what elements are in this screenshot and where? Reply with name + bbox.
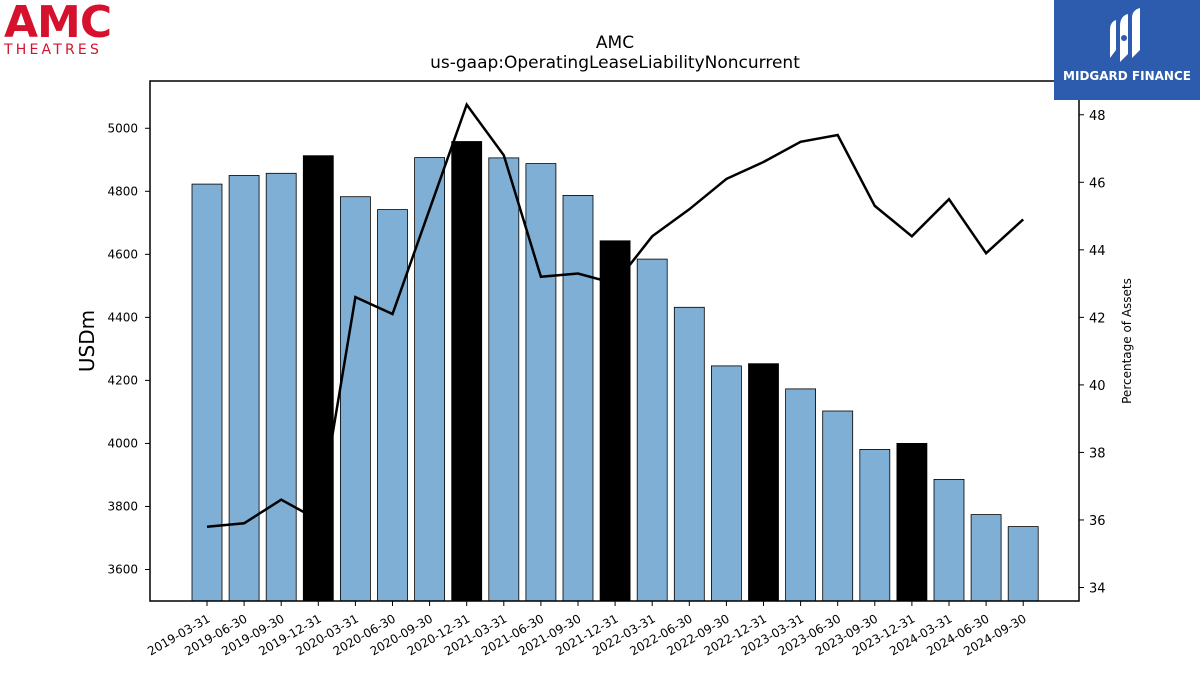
y-tick-label: 3800 bbox=[107, 499, 138, 513]
bar-2019-03-31 bbox=[191, 183, 223, 602]
chart-subtitle: us-gaap:OperatingLeaseLiabilityNoncurren… bbox=[430, 53, 800, 73]
midgard-mark-icon bbox=[1110, 8, 1140, 62]
bar-2022-03-31 bbox=[636, 258, 668, 602]
bar-2022-06-30 bbox=[673, 306, 705, 602]
y2-axis-label: Percentage of Assets bbox=[1120, 278, 1134, 404]
bar-2022-09-30 bbox=[711, 365, 742, 602]
y2-tick-label: 44 bbox=[1089, 244, 1106, 259]
y-axis-label: USDm bbox=[75, 310, 99, 372]
y2-tick-label: 36 bbox=[1089, 514, 1106, 529]
midgard-logo-text: MIDGARD FINANCE bbox=[1063, 69, 1191, 83]
y2-tick-label: 34 bbox=[1089, 581, 1106, 596]
y-axis: 3600 3800 4000 4200 4400 4600 4800 5000 bbox=[107, 121, 150, 576]
bar-2022-12-31 bbox=[748, 363, 779, 602]
y2-tick-label: 42 bbox=[1089, 311, 1106, 326]
y-tick-label: 4600 bbox=[107, 247, 138, 261]
y-tick-label: 4400 bbox=[107, 310, 138, 324]
bar-2021-12-31 bbox=[599, 240, 631, 602]
bar-2019-06-30 bbox=[228, 175, 260, 602]
bar-2021-09-30 bbox=[562, 194, 594, 602]
bar-2024-06-30 bbox=[970, 514, 1002, 602]
bar-2020-12-31 bbox=[451, 141, 483, 602]
bar-2021-03-31 bbox=[488, 157, 520, 602]
plot-frame bbox=[149, 80, 1080, 602]
bar-group bbox=[191, 141, 1039, 602]
x-axis: 2019-03-312019-06-302019-09-302019-12-31… bbox=[145, 601, 1029, 658]
bar-2020-09-30 bbox=[414, 157, 446, 602]
bar-2023-06-30 bbox=[822, 410, 854, 602]
y-tick-label: 3600 bbox=[107, 562, 138, 576]
bar-2024-03-31 bbox=[933, 478, 965, 602]
bar-2020-03-31 bbox=[339, 196, 371, 602]
chart-title: AMC bbox=[596, 33, 634, 53]
y-tick-label: 4000 bbox=[107, 436, 138, 450]
bar-2024-09-30 bbox=[1007, 526, 1039, 602]
amc-logo-text: AMC bbox=[4, 0, 112, 48]
bar-2023-09-30 bbox=[859, 448, 891, 602]
y-tick-label: 4200 bbox=[107, 373, 138, 387]
y2-tick-label: 46 bbox=[1089, 176, 1106, 191]
y2-tick-label: 48 bbox=[1089, 109, 1106, 124]
y2-tick-label: 40 bbox=[1089, 379, 1106, 394]
amc-theatres-logo: AMC THEATRES bbox=[4, 0, 134, 59]
y-tick-label: 4800 bbox=[107, 184, 138, 198]
bar-2021-06-30 bbox=[525, 163, 557, 602]
bar-2019-12-31 bbox=[302, 155, 334, 602]
bar-2023-12-31 bbox=[896, 442, 928, 602]
amc-logo-subtext: THEATRES bbox=[4, 42, 103, 58]
y2-tick-label: 38 bbox=[1089, 446, 1106, 461]
midgard-finance-logo: MIDGARD FINANCE bbox=[1054, 0, 1200, 100]
y2-axis: 34 36 38 40 42 44 46 48 bbox=[1079, 109, 1106, 596]
y-tick-label: 5000 bbox=[107, 121, 138, 135]
bar-2019-09-30 bbox=[265, 172, 297, 602]
line-series-percentage-of-assets bbox=[206, 101, 1025, 528]
bar-2020-06-30 bbox=[377, 209, 408, 602]
bar-2023-03-31 bbox=[785, 388, 816, 602]
